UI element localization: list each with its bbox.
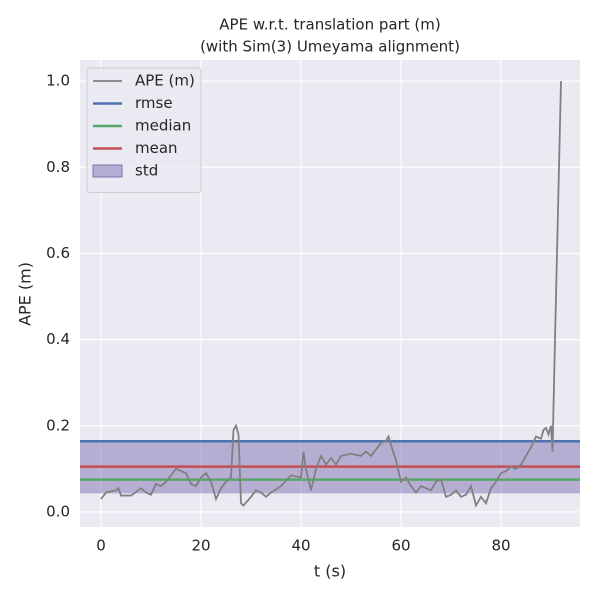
x-tick-label: 80: [491, 537, 510, 555]
legend-label: mean: [135, 139, 178, 157]
legend-label: APE (m): [135, 72, 195, 90]
y-axis-label: APE (m): [16, 262, 35, 326]
legend-label: rmse: [135, 94, 173, 112]
y-tick-label: 0.8: [46, 158, 70, 176]
y-tick-label: 0.4: [46, 330, 70, 348]
x-tick-label: 20: [191, 537, 210, 555]
chart-subtitle: (with Sim(3) Umeyama alignment): [200, 38, 460, 56]
legend: APE (m) rmse median mean std: [86, 67, 202, 193]
y-tick-label: 0.2: [46, 416, 70, 434]
ape-line: [100, 81, 562, 508]
chart-title: APE w.r.t. translation part (m): [219, 16, 440, 34]
legend-label: median: [135, 117, 191, 135]
x-tick-label: 40: [291, 537, 310, 555]
y-tick-label: 1.0: [46, 72, 70, 90]
x-tick-label: 0: [96, 537, 106, 555]
legend-swatch: [92, 164, 123, 178]
x-tick-label: 60: [391, 537, 410, 555]
legend-label: std: [135, 162, 158, 180]
plot: [80, 60, 580, 527]
x-axis-label: t (s): [314, 562, 346, 581]
legend-box: [86, 67, 202, 193]
y-tick-label: 0.0: [46, 502, 70, 520]
y-tick-label: 0.6: [46, 244, 70, 262]
